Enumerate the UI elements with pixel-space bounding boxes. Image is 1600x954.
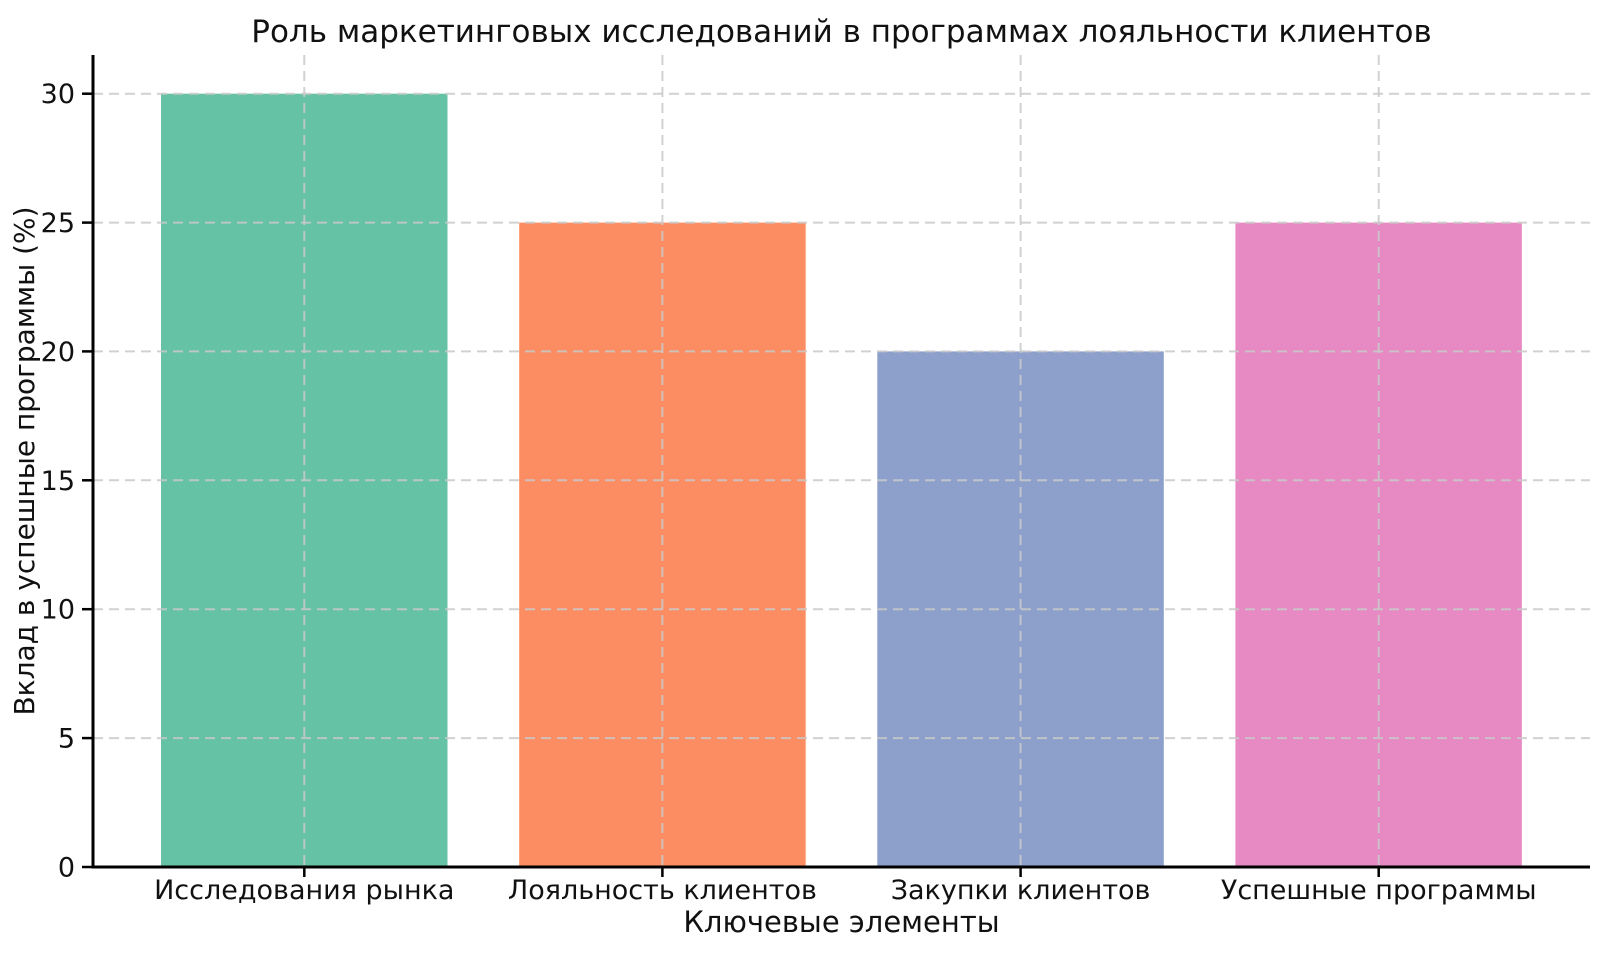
y-tick-label: 30 — [41, 79, 75, 110]
y-tick-label: 10 — [41, 595, 75, 626]
y-tick-label: 20 — [41, 337, 75, 368]
y-axis-label: Вклад в успешные программы (%) — [8, 206, 41, 715]
y-tick-label: 15 — [41, 466, 75, 497]
y-tick-label: 5 — [58, 724, 75, 755]
x-tick-label: Лояльность клиентов — [508, 875, 817, 906]
x-axis-label: Ключевые элементы — [683, 905, 999, 939]
x-tick-label: Исследования рынка — [154, 875, 454, 906]
chart-title: Роль маркетинговых исследований в програ… — [251, 14, 1431, 50]
y-tick-label: 25 — [41, 208, 75, 239]
x-tick-label: Закупки клиентов — [891, 875, 1151, 906]
x-tick-label: Успешные программы — [1221, 875, 1537, 906]
y-tick-label: 0 — [58, 853, 75, 884]
